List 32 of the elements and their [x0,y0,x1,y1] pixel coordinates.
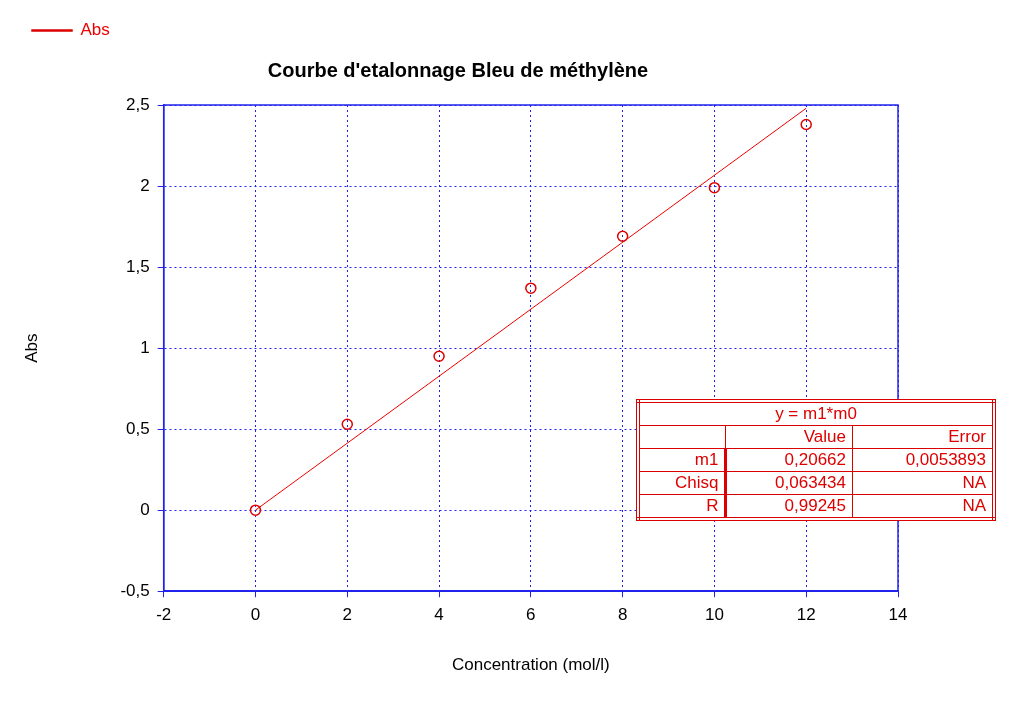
y-tick-label: 2 [140,175,150,195]
y-axis-title: Abs [21,333,41,363]
x-tick-label: 6 [526,605,536,625]
x-tick-label: 12 [796,605,816,625]
annotation: Value [725,425,853,449]
chart-title: Courbe d'etalonnage Bleu de méthylène [267,58,649,81]
text: 0,0053893 [852,448,994,472]
x-tick-label: 4 [434,605,444,625]
y-tick-label: 1 [140,337,150,357]
annotation: 0,063434 [725,471,853,495]
x-tick-label: -2 [156,605,172,625]
y-tick-label: -0,5 [120,580,150,600]
text: NA [852,471,994,495]
annotation: y = m1*m0 [638,401,994,426]
x-tick-label: 8 [617,605,628,625]
annotation: 0,20662 [725,448,853,472]
text: NA [852,494,994,520]
y-tick-label: 1,5 [126,256,150,276]
y-tick-label: 0 [140,499,150,519]
x-tick-label: 14 [888,605,908,625]
x-tick-label: 0 [250,605,261,625]
x-tick-label: 10 [704,605,724,625]
y-tick-label: 2,5 [126,94,150,114]
x-tick-label: 2 [342,605,352,625]
annotation: m1 [638,448,726,472]
annotation: R [638,494,726,520]
text: Error [852,425,994,449]
y-tick-label: 0,5 [126,418,150,438]
x-axis-title: Concentration (mol/l) [451,655,610,675]
annotation: 0,99245 [725,494,853,520]
annotation: Chisq [638,471,726,495]
legend-label: Abs [80,20,110,40]
